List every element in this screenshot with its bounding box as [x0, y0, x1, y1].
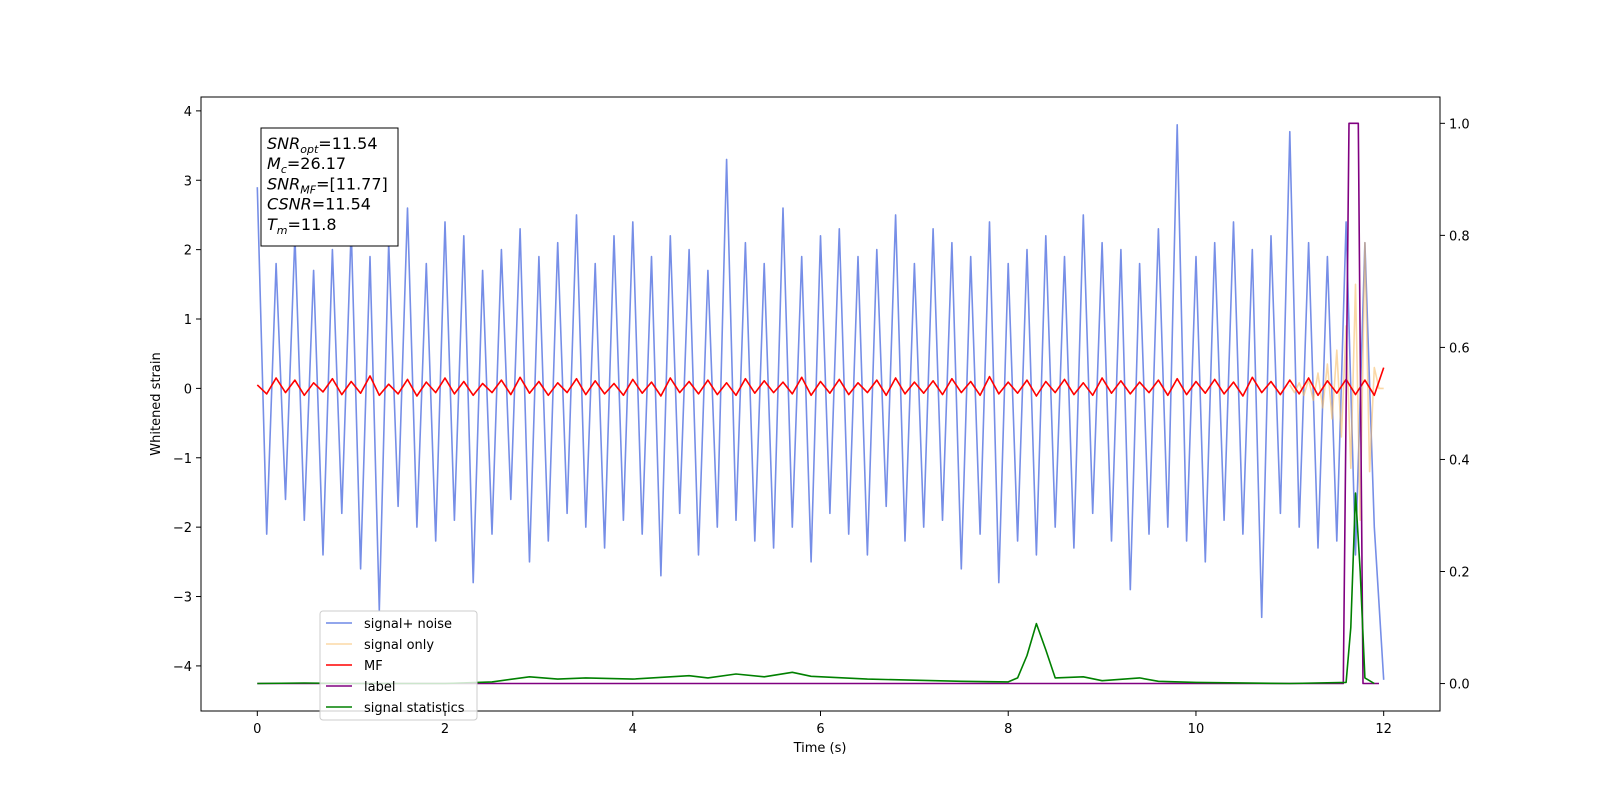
legend-label: signal+ noise: [364, 617, 452, 632]
legend-label: label: [364, 680, 395, 695]
series-line: [1289, 241, 1384, 521]
legend-label: signal statistics: [364, 701, 465, 716]
annotation-subscript: opt: [300, 143, 319, 156]
annotation-symbol: CSNR: [267, 195, 312, 214]
annotation-value: =11.8: [288, 215, 337, 234]
y2-tick-label: 0.0: [1449, 678, 1470, 693]
legend-label: MF: [364, 659, 383, 674]
legend-label: signal only: [364, 638, 434, 653]
annotation-subscript: c: [281, 163, 287, 176]
y2-tick-label: 0.4: [1449, 453, 1470, 468]
legend: signal+ noise signal only MF label signal st…: [319, 610, 478, 721]
y2-tick-label: 0.8: [1449, 229, 1470, 244]
annotation-value: =[11.77]: [316, 174, 388, 193]
annotation-value: =11.54: [312, 195, 371, 214]
annotation-text: CSNR=11.54: [267, 195, 371, 214]
x-tick-label: 12: [1375, 722, 1392, 737]
annotation-subscript: m: [277, 224, 288, 237]
annotation-symbol: SNR: [267, 174, 300, 193]
y-tick-label: −2: [173, 521, 192, 536]
legend-frame: [319, 610, 478, 721]
annotation-symbol: T: [267, 215, 278, 234]
annotation-box: SNRopt=11.54Mc=26.17SNRMF=[11.77]CSNR=11…: [260, 127, 399, 247]
x-tick-label: 8: [1004, 722, 1012, 737]
series-line: [257, 492, 1375, 685]
y-tick-label: 1: [184, 313, 192, 328]
x-tick-label: 4: [629, 722, 637, 737]
annotation-symbol: SNR: [267, 134, 300, 153]
y-tick-label: −1: [173, 452, 192, 467]
y-tick-label: 2: [184, 244, 192, 259]
x-axis-label: Time (s): [793, 741, 847, 756]
x-tick-label: 10: [1188, 722, 1205, 737]
annotation-text: Tm=11.8: [267, 215, 337, 237]
annotation-text: SNRMF=[11.77]: [267, 174, 388, 196]
plot-area: [256, 122, 1385, 685]
series-line: [256, 124, 1385, 680]
x-tick-label: 2: [441, 722, 449, 737]
annotation-value: =11.54: [318, 134, 377, 153]
annotation-value: =26.17: [287, 154, 346, 173]
y2-tick-label: 1.0: [1449, 117, 1470, 132]
x-tick-label: 6: [816, 722, 824, 737]
y-tick-label: 3: [184, 174, 192, 189]
x-tick-label: 0: [253, 722, 261, 737]
y2-tick-label: 0.2: [1449, 566, 1470, 581]
y2-tick-label: 0.6: [1449, 341, 1470, 356]
annotation-symbol: M: [267, 154, 281, 173]
series-line: [257, 122, 1379, 685]
series-line: [256, 367, 1385, 397]
y-tick-label: 0: [184, 382, 192, 397]
y-tick-label: 4: [184, 105, 192, 120]
annotation-frame: [260, 127, 399, 247]
y-tick-label: −4: [173, 660, 192, 675]
annotation-subscript: MF: [300, 183, 316, 196]
y-axis-label: Whitened strain: [149, 352, 164, 455]
annotation-text: SNRopt=11.54: [267, 134, 378, 156]
y-tick-label: −3: [173, 591, 192, 606]
annotation-text: Mc=26.17: [267, 154, 346, 176]
